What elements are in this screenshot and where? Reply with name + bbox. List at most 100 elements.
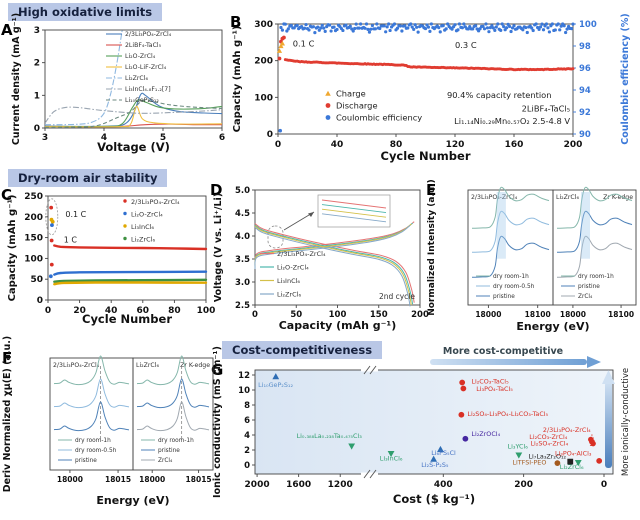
- svg-text:18000: 18000: [475, 310, 501, 319]
- svg-text:dry room-1h: dry room-1h: [158, 438, 194, 444]
- panel-letter-b: B: [230, 13, 242, 31]
- svg-text:Discharge: Discharge: [336, 101, 378, 111]
- svg-text:18000: 18000: [560, 310, 586, 319]
- panel-b-cycling-chart: 0 40 80 120 160 200 0 100 200 300 90 92 94 96 98 100 Cyc…: [232, 13, 631, 163]
- svg-text:Voltage (V): Voltage (V): [97, 140, 170, 154]
- svg-text:2LiBF₄-TaCl₅: 2LiBF₄-TaCl₅: [125, 42, 162, 49]
- svg-text:40: 40: [105, 306, 118, 316]
- svg-text:dry room-1h: dry room-1h: [75, 438, 111, 444]
- svg-text:Cycle Number: Cycle Number: [82, 312, 172, 326]
- panel-a-oxidative-limit-chart: 3 4 5 6 0 1 2 3 Voltage (V) Current density (mA g…: [11, 13, 225, 154]
- svg-text:pristine: pristine: [493, 294, 515, 300]
- svg-text:2/3Li₃PO₄-ZrCl₄: 2/3Li₃PO₄-ZrCl₄: [125, 31, 172, 38]
- svg-text:150: 150: [370, 310, 388, 320]
- panel-letter-g: G: [211, 361, 224, 379]
- svg-text:2/3Li₃PO₄-ZrCl₄: 2/3Li₃PO₄-ZrCl₄: [53, 362, 100, 369]
- svg-text:18000: 18000: [139, 475, 165, 484]
- svg-text:Li₃InCl₆: Li₃InCl₆: [131, 223, 154, 231]
- svg-text:96: 96: [579, 64, 591, 74]
- svg-text:8: 8: [244, 401, 250, 411]
- svg-text:Li₂S-P₂S₅: Li₂S-P₂S₅: [421, 461, 449, 469]
- svg-text:Li₂ZrCl₆: Li₂ZrCl₆: [277, 291, 302, 299]
- svg-text:dry room-1h: dry room-1h: [493, 274, 529, 280]
- svg-text:0: 0: [34, 124, 40, 134]
- svg-text:2/3Li₃PO₄-ZrCl₄: 2/3Li₃PO₄-ZrCl₄: [471, 194, 518, 201]
- svg-text:18015: 18015: [186, 475, 212, 484]
- section-badge-high-oxidative-limits: High oxidative limits: [8, 3, 163, 21]
- svg-text:100: 100: [254, 93, 273, 103]
- panel-letter-e: E: [426, 181, 437, 199]
- svg-text:Energy (eV): Energy (eV): [96, 494, 169, 507]
- svg-text:200: 200: [564, 140, 583, 150]
- svg-text:Li₂O-LiF-ZrCl₄: Li₂O-LiF-ZrCl₄: [125, 64, 167, 71]
- svg-text:Li₂CO₃-TaCl₅: Li₂CO₃-TaCl₅: [471, 378, 509, 386]
- svg-text:3.5: 3.5: [235, 255, 250, 265]
- svg-text:Coulombic efficiency (%): Coulombic efficiency (%): [620, 13, 631, 144]
- svg-text:0: 0: [45, 306, 51, 316]
- svg-text:Capacity (mAh g⁻¹): Capacity (mAh g⁻¹): [232, 26, 243, 133]
- svg-text:dry room-0.5h: dry room-0.5h: [493, 284, 535, 290]
- svg-text:200: 200: [411, 310, 429, 320]
- svg-text:18015: 18015: [105, 475, 131, 484]
- svg-text:2LiBF₄-TaCl₅: 2LiBF₄-TaCl₅: [522, 103, 570, 113]
- svg-text:50: 50: [30, 275, 43, 285]
- svg-text:Li₃InCl₆: Li₃InCl₆: [277, 277, 300, 285]
- svg-text:2nd cycle: 2nd cycle: [379, 292, 415, 301]
- svg-text:Cost ($ kg⁻¹): Cost ($ kg⁻¹): [393, 492, 475, 506]
- svg-text:12: 12: [238, 371, 250, 381]
- svg-text:dry room-1h: dry room-1h: [578, 274, 614, 280]
- svg-text:pristine: pristine: [578, 284, 600, 290]
- svg-text:Li₃InCl₆: Li₃InCl₆: [380, 455, 403, 463]
- svg-text:4.5: 4.5: [235, 209, 250, 219]
- svg-text:150: 150: [24, 234, 43, 244]
- svg-text:Li₁₀GeP₂S₁₂: Li₁₀GeP₂S₁₂: [125, 97, 159, 104]
- svg-text:2/3Li₃PO₄-ZrCl₄: 2/3Li₃PO₄-ZrCl₄: [131, 198, 180, 206]
- svg-text:0: 0: [275, 140, 281, 150]
- svg-text:0.3 C: 0.3 C: [455, 40, 477, 50]
- svg-text:Current density (mA g⁻¹): Current density (mA g⁻¹): [11, 13, 22, 145]
- svg-text:Li₂SO₄-Li₃PO₄-Li₂CO₃-TaCl₅: Li₂SO₄-Li₃PO₄-Li₂CO₃-TaCl₅: [467, 410, 548, 418]
- svg-text:1600: 1600: [286, 480, 311, 490]
- svg-text:100: 100: [197, 306, 216, 316]
- panel-e-xanes-chart: Normalized Intensity (a.u.) Energy (eV) 2/…: [427, 179, 637, 333]
- svg-text:dry room-0.5h: dry room-0.5h: [75, 448, 117, 454]
- svg-text:18100: 18100: [525, 310, 551, 319]
- svg-text:Zr K-edge: Zr K-edge: [603, 194, 633, 201]
- svg-text:80: 80: [390, 140, 403, 150]
- svg-text:100: 100: [579, 20, 597, 30]
- svg-text:18100: 18100: [608, 310, 634, 319]
- svg-text:160: 160: [505, 140, 524, 150]
- svg-text:Li₂O-ZrCl₄: Li₂O-ZrCl₄: [277, 264, 309, 272]
- svg-text:Li₃InCl₄.₈F₁.₂[7]: Li₃InCl₄.₈F₁.₂[7]: [125, 86, 171, 93]
- svg-text:5: 5: [160, 133, 166, 143]
- svg-text:3: 3: [34, 26, 40, 36]
- panel-letter-c: C: [1, 186, 13, 204]
- svg-text:Energy (eV): Energy (eV): [516, 320, 589, 333]
- section-badge-cost-competitiveness: Cost-competitiveness: [222, 341, 383, 359]
- svg-text:80: 80: [168, 306, 181, 316]
- svg-text:0.1 C: 0.1 C: [65, 210, 86, 219]
- svg-text:3.0: 3.0: [235, 278, 250, 288]
- svg-text:pristine: pristine: [158, 448, 180, 454]
- svg-text:Charge: Charge: [336, 89, 366, 99]
- panel-f-deriv-xanes-chart: Deriv Normalized χμ(E) (a.u.) Energy (eV)…: [2, 336, 214, 507]
- svg-text:Li₃PO₄-TaCl₅: Li₃PO₄-TaCl₅: [476, 385, 513, 393]
- svg-text:4: 4: [101, 133, 107, 143]
- svg-text:4.0: 4.0: [235, 232, 250, 242]
- svg-text:Deriv Normalized χμ(E) (a.u.): Deriv Normalized χμ(E) (a.u.): [2, 336, 13, 493]
- svg-text:2000: 2000: [245, 480, 270, 490]
- panel-d-voltage-profile-chart: 0 50 100 150 200 2.5 3.0 3.5 4.0 4.5 5.0 Capacity (…: [213, 186, 429, 332]
- svg-text:92: 92: [579, 108, 591, 118]
- svg-text:60: 60: [137, 306, 150, 316]
- svg-text:Li₂ZrCl₆: Li₂ZrCl₆: [560, 463, 584, 471]
- svg-text:Li₀.₃₈₈La₀.₂₃₈Ta₀.₄₇₅Cl₃: Li₀.₃₈₈La₀.₂₃₈Ta₀.₄₇₅Cl₃: [297, 432, 363, 440]
- svg-text:3: 3: [42, 133, 48, 143]
- svg-text:5.0: 5.0: [235, 186, 250, 196]
- svg-text:0: 0: [252, 310, 258, 320]
- section-badge-dry-room-air-stability: Dry-room air stability: [8, 169, 168, 187]
- panel-g-cost-scatter-chart: More cost-competitive More ionically-cond…: [212, 346, 631, 506]
- svg-text:Li₇La₃Zr₂O₁₂: Li₇La₃Zr₂O₁₂: [528, 452, 566, 460]
- svg-text:20: 20: [73, 306, 86, 316]
- svg-text:Zr K-edge: Zr K-edge: [180, 362, 210, 369]
